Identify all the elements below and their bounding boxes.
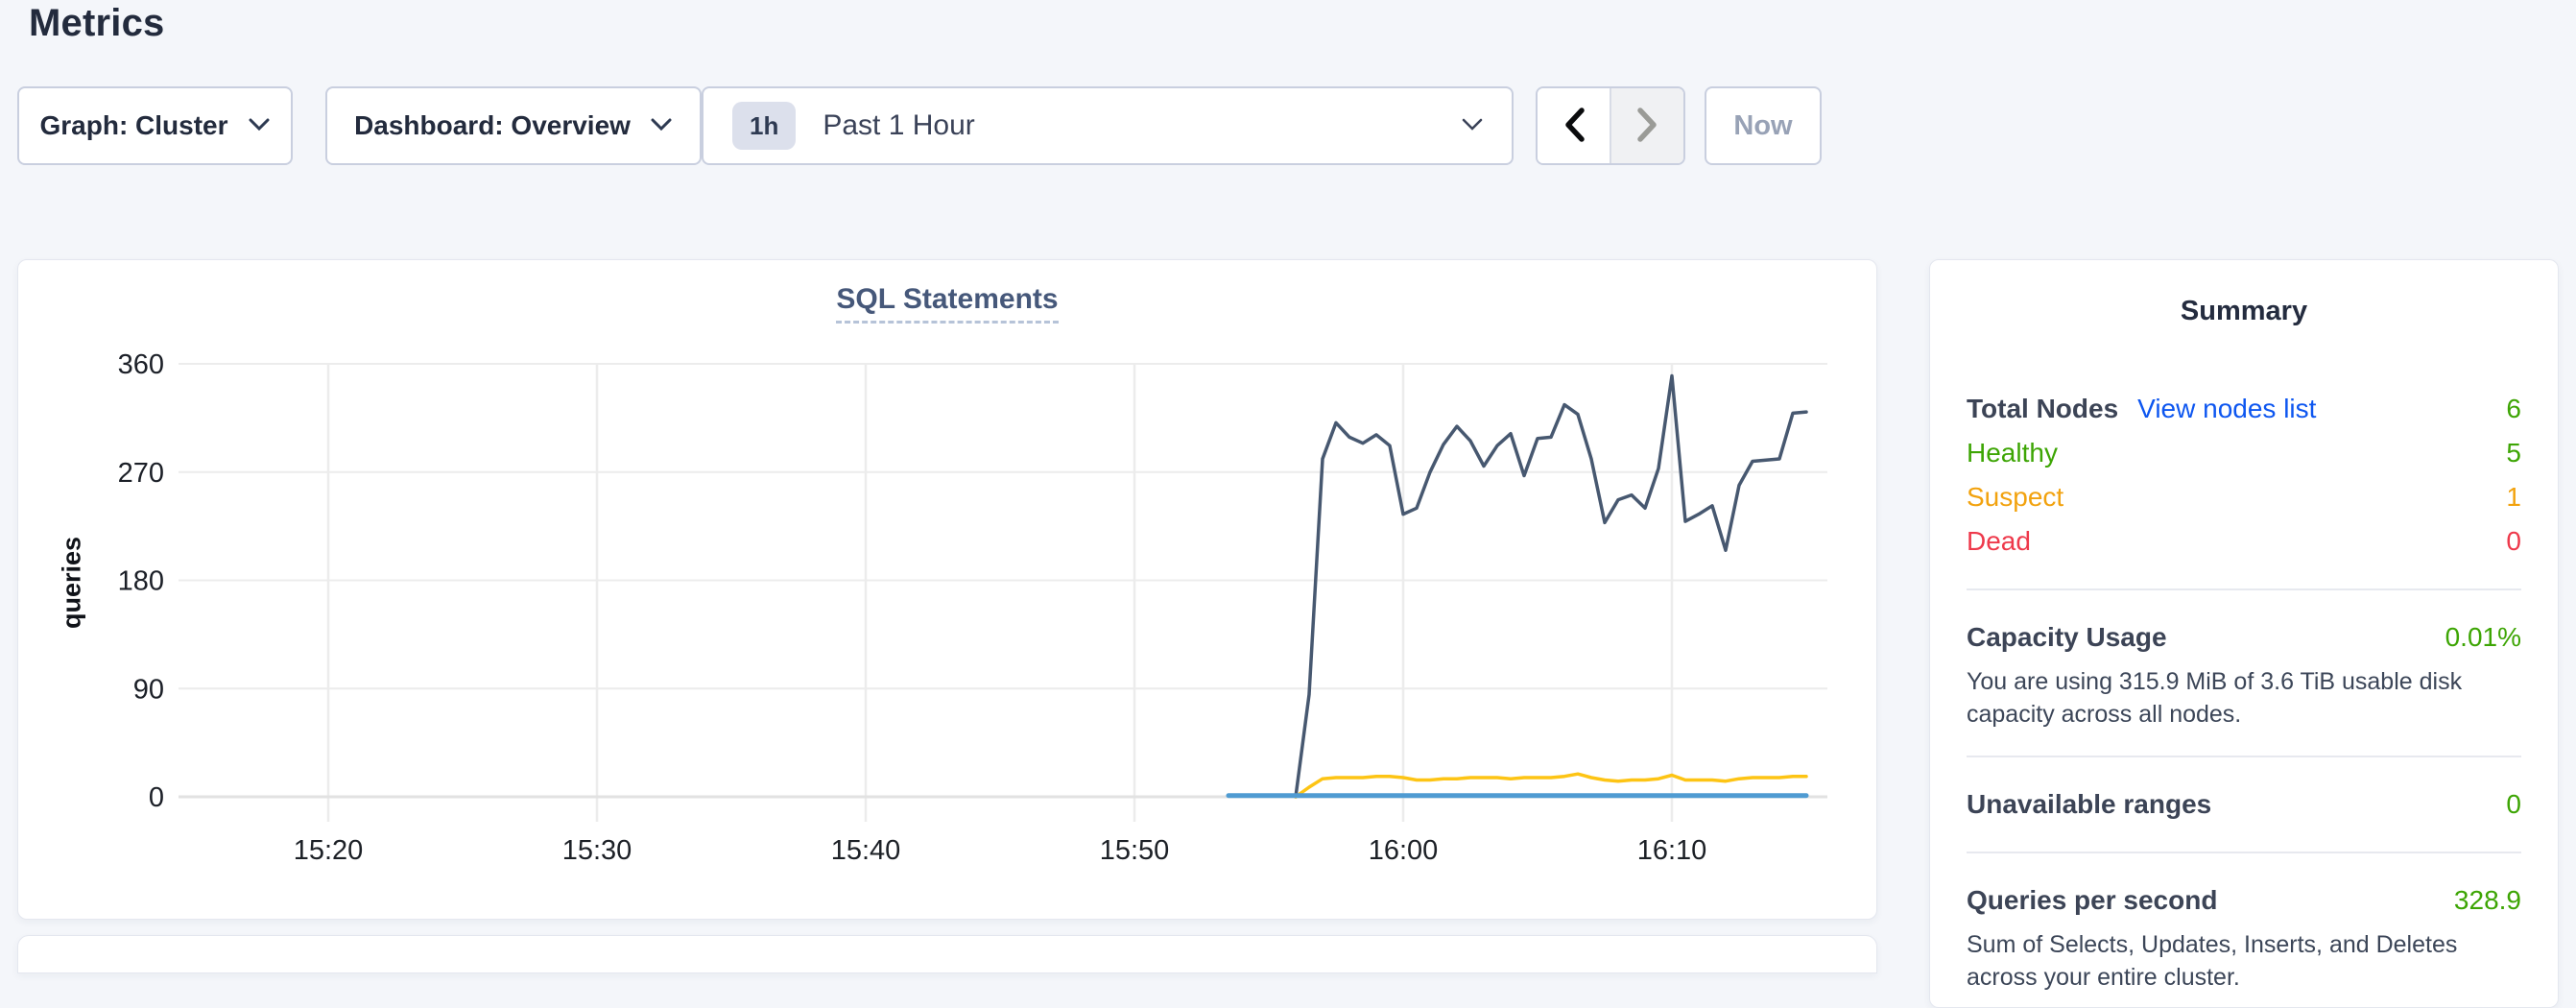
summary-row-capacity: Capacity Usage 0.01% (1967, 615, 2521, 660)
chevron-right-icon (1635, 107, 1660, 146)
svg-text:15:30: 15:30 (562, 835, 632, 866)
chevron-down-icon (248, 117, 271, 134)
svg-text:0: 0 (149, 782, 164, 813)
suspect-value: 1 (2506, 482, 2521, 512)
previous-time-button[interactable] (1538, 88, 1610, 163)
divider (1967, 588, 2521, 590)
healthy-label: Healthy (1967, 438, 2058, 468)
dashboard-dropdown-label: Dashboard: Overview (354, 110, 631, 140)
summary-row-qps: Queries per second 328.9 (1967, 878, 2521, 923)
now-button[interactable]: Now (1705, 86, 1822, 165)
capacity-usage-value: 0.01% (2445, 622, 2521, 652)
summary-row-dead: Dead 0 (1967, 519, 2521, 564)
sql-statements-line-chart[interactable]: 15:20 15:30 15:40 15:50 16:00 16:10 0 90 180 270 3… (18, 260, 1878, 921)
svg-text:15:40: 15:40 (831, 835, 901, 866)
svg-text:180: 180 (118, 566, 164, 597)
node-status-section: Total Nodes View nodes list 6 Healthy 5 … (1967, 387, 2521, 564)
capacity-usage-description: You are using 315.9 MiB of 3.6 TiB usabl… (1967, 668, 2463, 728)
svg-text:15:50: 15:50 (1100, 835, 1170, 866)
time-range-badge: 1h (732, 102, 797, 150)
graph-dropdown[interactable]: Graph: Cluster (17, 86, 293, 165)
y-axis-label: queries (57, 536, 86, 630)
chart-title-row: SQL Statements (18, 283, 1876, 324)
chevron-down-icon (1462, 118, 1483, 134)
svg-text:15:20: 15:20 (294, 835, 364, 866)
sql-statements-chart-card: 15:20 15:30 15:40 15:50 16:00 16:10 0 90 180 270 3… (17, 259, 1877, 920)
summary-row-healthy: Healthy 5 (1967, 431, 2521, 475)
graph-dropdown-label: Graph: Cluster (39, 110, 228, 140)
time-range-label: Past 1 Hour (823, 109, 975, 141)
divider (1967, 756, 2521, 757)
summary-title: Summary (2180, 296, 2308, 326)
next-time-button[interactable] (1610, 88, 1683, 163)
svg-text:270: 270 (118, 458, 164, 489)
chart-title[interactable]: SQL Statements (836, 283, 1059, 324)
svg-text:360: 360 (118, 349, 164, 380)
divider (1967, 852, 2521, 853)
svg-text:90: 90 (133, 674, 164, 705)
view-nodes-list-link[interactable]: View nodes list (2137, 394, 2317, 423)
chevron-left-icon (1562, 107, 1586, 146)
dead-value: 0 (2506, 526, 2521, 556)
suspect-label: Suspect (1967, 482, 2064, 512)
svg-text:16:10: 16:10 (1637, 835, 1707, 866)
summary-panel: Summary Total Nodes View nodes list 6 He… (1929, 259, 2559, 1008)
capacity-section: Capacity Usage 0.01% You are using 315.9… (1967, 615, 2521, 731)
qps-section: Queries per second 328.9 Sum of Selects,… (1967, 878, 2521, 994)
dashboard-dropdown[interactable]: Dashboard: Overview (325, 86, 702, 165)
queries-per-second-label: Queries per second (1967, 885, 2218, 915)
unavailable-ranges-label: Unavailable ranges (1967, 789, 2212, 819)
total-nodes-value: 6 (2506, 394, 2521, 423)
summary-row-unavailable-ranges: Unavailable ranges 0 (1967, 782, 2521, 827)
metrics-page: Metrics Graph: Cluster Dashboard: Overvi… (17, 2, 2559, 1008)
total-nodes-label: Total Nodes (1967, 394, 2119, 423)
qps-description: Sum of Selects, Updates, Inserts, and De… (1967, 931, 2458, 991)
time-step-buttons (1536, 86, 1685, 165)
unavailable-ranges-value: 0 (2506, 789, 2521, 819)
chevron-down-icon (650, 117, 673, 134)
next-chart-card (17, 935, 1877, 973)
summary-row-total-nodes: Total Nodes View nodes list 6 (1967, 387, 2521, 431)
svg-text:16:00: 16:00 (1369, 835, 1439, 866)
dead-label: Dead (1967, 526, 2031, 556)
capacity-usage-label: Capacity Usage (1967, 622, 2167, 652)
queries-per-second-value: 328.9 (2453, 885, 2521, 915)
summary-row-suspect: Suspect 1 (1967, 475, 2521, 519)
time-range-selector[interactable]: 1h Past 1 Hour (702, 86, 1514, 165)
healthy-value: 5 (2506, 438, 2521, 468)
page-title: Metrics (29, 2, 165, 44)
